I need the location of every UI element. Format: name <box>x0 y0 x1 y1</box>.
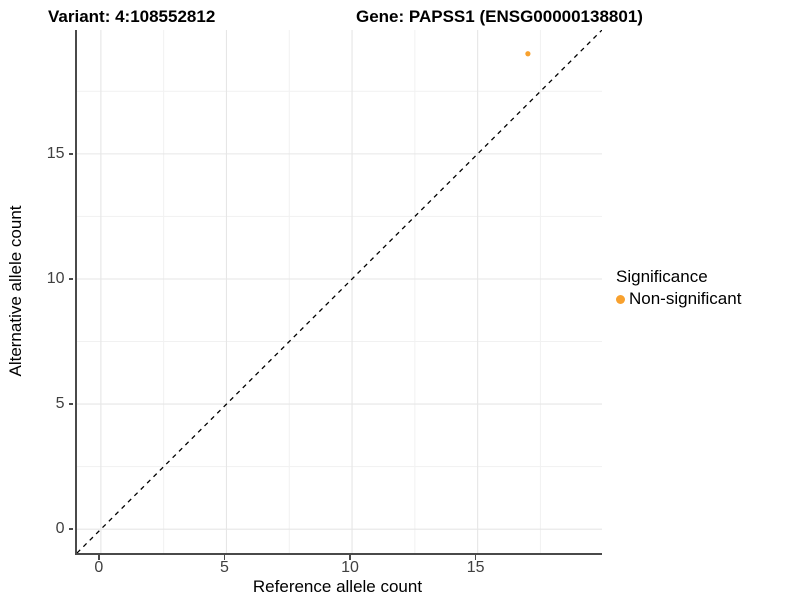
x-tick-label: 5 <box>220 559 229 576</box>
x-tick-mark <box>349 555 351 560</box>
x-tick-mark <box>474 555 477 560</box>
data-point <box>525 51 531 57</box>
plot-canvas <box>77 30 602 553</box>
plot-panel <box>75 30 602 555</box>
gene-title: Gene: PAPSS1 (ENSG00000138801) <box>356 7 643 26</box>
legend-item-label: Non-significant <box>629 289 742 308</box>
y-axis-title: Alternative allele count <box>6 205 25 377</box>
x-tick-label: 15 <box>466 559 485 576</box>
x-axis-title: Reference allele count <box>252 577 423 596</box>
y-tick-mark <box>68 528 73 531</box>
variant-title: Variant: 4:108552812 <box>48 7 216 26</box>
y-tick-mark <box>68 278 73 280</box>
legend-item-non-significant: Non-significant <box>616 289 741 309</box>
x-tick-label: 10 <box>341 559 359 576</box>
y-tick-mark <box>68 153 73 155</box>
y-tick-label: 15 <box>46 144 65 162</box>
y-tick-label: 0 <box>55 520 65 538</box>
legend: Significance Non-significant <box>616 266 741 309</box>
identity-line <box>77 30 602 553</box>
x-tick-label: 0 <box>94 559 104 576</box>
legend-point-icon <box>616 294 625 304</box>
y-tick-mark <box>68 403 73 405</box>
x-tick-mark <box>98 555 100 560</box>
y-tick-label: 5 <box>55 395 65 413</box>
y-tick-label: 10 <box>46 269 65 287</box>
x-tick-mark <box>223 555 226 560</box>
legend-title: Significance <box>616 267 708 286</box>
